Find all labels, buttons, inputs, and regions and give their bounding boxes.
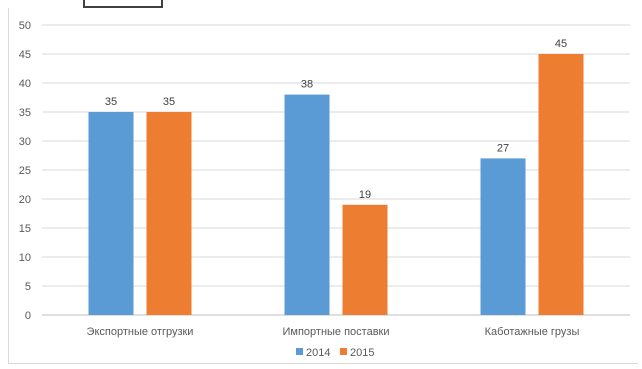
data-label: 27 [497,142,509,154]
y-tick-label: 20 [19,194,31,206]
legend-label-2014: 2014 [306,347,330,359]
x-category-label: Каботажные грузы [485,326,580,338]
legend-swatch-2014 [296,348,303,355]
y-tick-label: 10 [19,252,31,264]
y-tick-label: 35 [19,107,31,119]
y-axis-ticks: 0 5 10 15 20 25 30 35 40 45 50 [19,20,31,322]
y-tick-label: 25 [19,165,31,177]
cropped-title-bracket [83,0,163,8]
data-label: 45 [555,38,567,50]
bar-series [88,54,584,315]
data-labels: 35 35 38 19 27 45 [105,38,567,201]
y-tick-label: 5 [25,281,31,293]
y-tick-label: 50 [19,20,31,32]
legend: 2014 2015 [296,347,374,359]
data-label: 35 [105,96,117,108]
y-tick-label: 15 [19,223,31,235]
y-tick-label: 0 [25,310,31,322]
y-tick-label: 45 [19,49,31,61]
data-label: 35 [163,96,175,108]
data-label: 38 [301,79,313,91]
bar-2014-3 [480,158,526,315]
bar-2015-3 [538,54,584,315]
data-label: 19 [359,189,371,201]
bar-2015-1 [146,112,192,315]
legend-swatch-2015 [340,348,347,355]
x-axis-categories: Экспортные отгрузки Импортные поставки Каб… [87,326,580,338]
bar-2014-2 [284,94,330,315]
x-category-label: Экспортные отгрузки [87,326,194,338]
bar-2014-1 [88,112,134,315]
legend-label-2015: 2015 [350,347,374,359]
chart-frame [8,8,638,364]
y-tick-label: 30 [19,136,31,148]
y-tick-label: 40 [19,78,31,90]
x-category-label: Импортные поставки [282,326,389,338]
gridlines [42,24,630,316]
bar-2015-2 [342,204,388,315]
